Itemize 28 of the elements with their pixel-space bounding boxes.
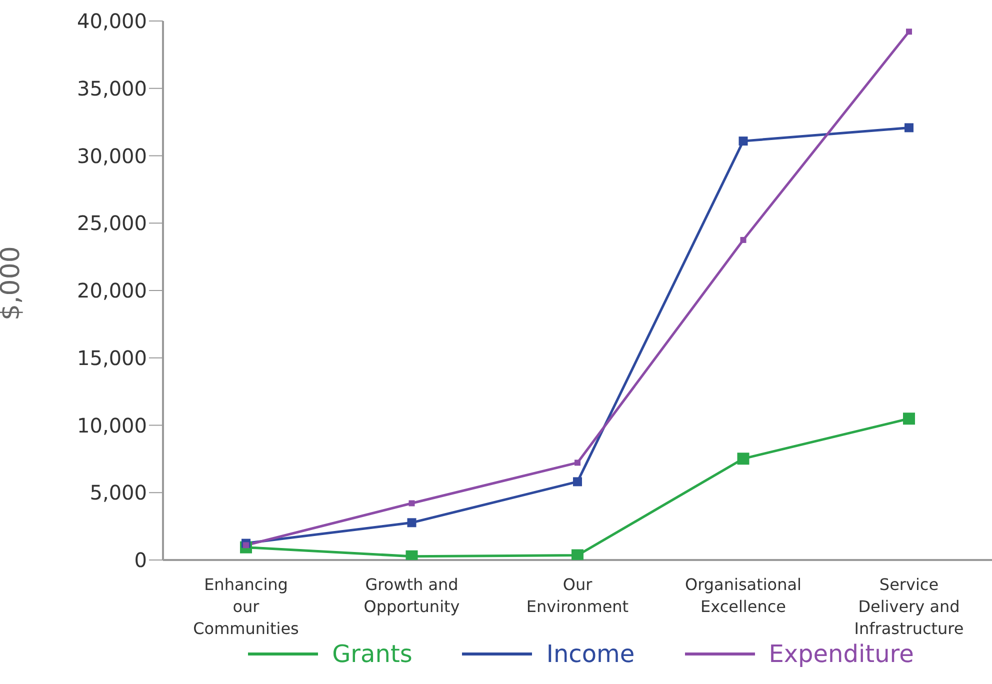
point — [740, 236, 746, 243]
point — [906, 28, 912, 35]
point — [408, 500, 415, 506]
point — [574, 460, 580, 466]
x-tick-label: Growth and Opportunity — [364, 575, 460, 616]
point — [903, 412, 915, 425]
y-tick-label: 40,000 — [77, 9, 147, 34]
y-tick-label: 15,000 — [77, 346, 147, 370]
legend-label: Expenditure — [768, 640, 914, 668]
y-tick-label: 0 — [134, 548, 147, 572]
legend-label: Income — [546, 640, 635, 668]
y-tick-label: 25,000 — [77, 211, 147, 236]
y-tick-label: 20,000 — [77, 278, 147, 303]
point — [572, 549, 584, 560]
point — [573, 477, 582, 486]
point — [738, 136, 748, 146]
x-tick-label: Enhancing our Communities — [193, 575, 299, 638]
y-tick-label: 10,000 — [77, 413, 147, 438]
point — [737, 452, 750, 465]
x-tick-label: Organisational Excellence — [685, 575, 802, 616]
x-tick-label: Service Delivery and Infrastructure — [854, 575, 964, 638]
point — [407, 518, 416, 528]
point — [904, 123, 914, 132]
legend-label: Grants — [332, 640, 412, 668]
y-tick-label: 5,000 — [90, 480, 147, 505]
y-tick-label: 30,000 — [77, 144, 147, 168]
x-tick-label: Our Environment — [526, 575, 629, 616]
y-tick-label: 35,000 — [77, 76, 147, 100]
